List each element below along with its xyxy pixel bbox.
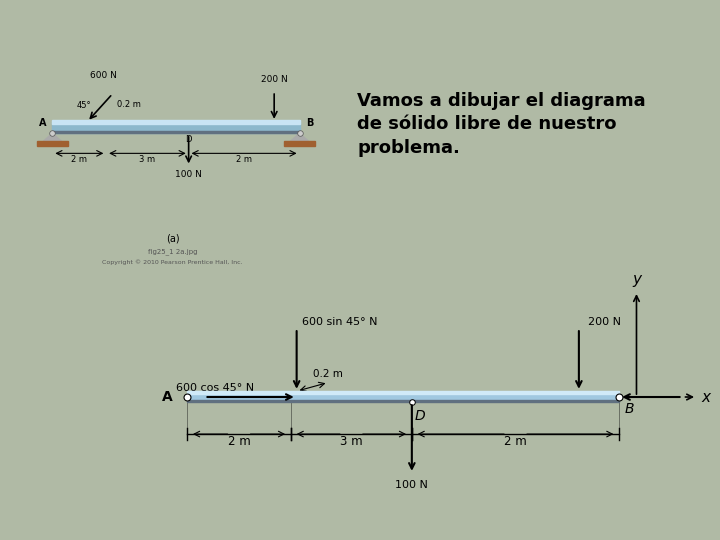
Text: 600 N: 600 N [90, 71, 117, 80]
Bar [53, 122, 300, 133]
Polygon shape [43, 133, 62, 141]
Text: A: A [162, 390, 173, 404]
Bar [187, 391, 619, 394]
Bar [284, 141, 315, 146]
Text: Vamos a dibujar el diagrama
de sólido libre de nuestro
problema.: Vamos a dibujar el diagrama de sólido li… [357, 92, 646, 157]
Polygon shape [290, 133, 309, 141]
Text: A: A [39, 118, 46, 128]
Text: (a): (a) [166, 233, 179, 244]
Text: 100 N: 100 N [395, 481, 428, 490]
Text: 2 m: 2 m [228, 435, 251, 448]
Text: 0.2 m: 0.2 m [313, 369, 343, 379]
Bar [187, 400, 619, 402]
Text: Copyright © 2010 Pearson Prentice Hall, Inc.: Copyright © 2010 Pearson Prentice Hall, … [102, 259, 243, 265]
Text: 200 N: 200 N [261, 75, 287, 84]
Text: D: D [415, 409, 426, 423]
Text: 0.2 m: 0.2 m [117, 100, 140, 109]
Text: 2 m: 2 m [504, 435, 527, 448]
Text: 3 m: 3 m [140, 156, 156, 165]
Bar [37, 141, 68, 146]
Text: D: D [185, 134, 192, 144]
Text: 45°: 45° [77, 101, 91, 110]
Bar [187, 392, 619, 402]
Text: B: B [625, 402, 634, 416]
Text: 2 m: 2 m [71, 156, 87, 165]
Text: 100 N: 100 N [175, 170, 202, 179]
Bar [53, 120, 300, 124]
Text: 200 N: 200 N [588, 316, 621, 327]
Text: x: x [701, 389, 710, 404]
Text: 600 sin 45° N: 600 sin 45° N [302, 316, 378, 327]
Bar [53, 131, 300, 133]
Text: 3 m: 3 m [340, 435, 363, 448]
Text: 2 m: 2 m [236, 156, 252, 165]
Text: B: B [306, 118, 313, 128]
Text: y: y [632, 272, 641, 287]
Text: fig25_1 2a.jpg: fig25_1 2a.jpg [148, 248, 197, 255]
Text: 600 cos 45° N: 600 cos 45° N [176, 383, 254, 393]
